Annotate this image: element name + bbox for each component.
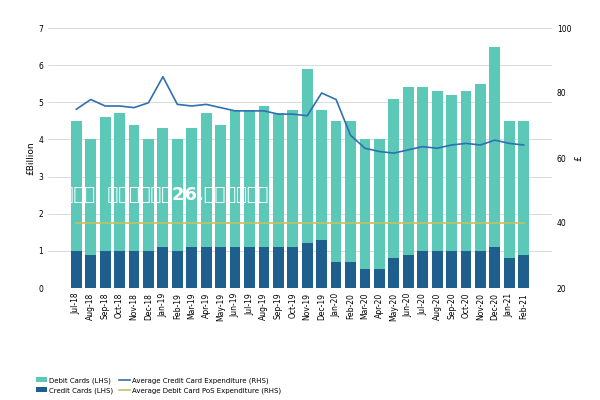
Bar bbox=[388, 258, 399, 288]
Bar bbox=[359, 140, 370, 270]
Bar bbox=[475, 84, 486, 251]
Bar bbox=[157, 128, 169, 247]
Bar bbox=[403, 254, 413, 288]
Bar bbox=[331, 121, 341, 262]
Bar bbox=[518, 121, 529, 254]
Bar bbox=[388, 98, 399, 258]
Bar bbox=[431, 91, 443, 251]
Bar bbox=[244, 247, 255, 288]
Bar bbox=[345, 262, 356, 288]
Bar bbox=[114, 251, 125, 288]
Bar bbox=[230, 247, 241, 288]
Bar bbox=[461, 251, 472, 288]
Bar bbox=[359, 270, 370, 288]
Bar bbox=[316, 110, 327, 240]
Text: 杠杆嬉股如何理财  【申报案例】26.采矿申报实例: 杠杆嬉股如何理财 【申报案例】26.采矿申报实例 bbox=[9, 186, 268, 204]
Bar bbox=[71, 121, 82, 251]
Bar bbox=[490, 247, 500, 288]
Bar bbox=[345, 121, 356, 262]
Bar bbox=[374, 270, 385, 288]
Bar bbox=[201, 114, 212, 247]
Bar bbox=[128, 124, 139, 251]
Bar bbox=[417, 88, 428, 251]
Bar bbox=[475, 251, 486, 288]
Bar bbox=[143, 251, 154, 288]
Bar bbox=[504, 121, 515, 258]
Bar bbox=[287, 247, 298, 288]
Bar bbox=[273, 114, 284, 247]
Bar bbox=[518, 254, 529, 288]
Bar bbox=[446, 251, 457, 288]
Bar bbox=[490, 46, 500, 247]
Bar bbox=[273, 247, 284, 288]
Bar bbox=[157, 247, 169, 288]
Bar bbox=[504, 258, 515, 288]
Bar bbox=[417, 251, 428, 288]
Bar bbox=[259, 106, 269, 247]
Bar bbox=[331, 262, 341, 288]
Bar bbox=[316, 240, 327, 288]
Bar bbox=[172, 140, 183, 251]
Bar bbox=[71, 251, 82, 288]
Bar bbox=[302, 69, 313, 244]
Legend: Debit Cards (LHS), Credit Cards (LHS), Average Credit Card Expenditure (RHS), Av: Debit Cards (LHS), Credit Cards (LHS), A… bbox=[34, 374, 284, 396]
Bar bbox=[85, 140, 96, 254]
Bar bbox=[143, 140, 154, 251]
Bar bbox=[287, 110, 298, 247]
Bar bbox=[403, 88, 413, 254]
Bar bbox=[374, 140, 385, 270]
Y-axis label: £: £ bbox=[574, 155, 583, 161]
Bar bbox=[187, 128, 197, 247]
Bar bbox=[172, 251, 183, 288]
Bar bbox=[100, 251, 110, 288]
Bar bbox=[201, 247, 212, 288]
Bar bbox=[187, 247, 197, 288]
Bar bbox=[461, 91, 472, 251]
Bar bbox=[128, 251, 139, 288]
Bar bbox=[230, 110, 241, 247]
Bar bbox=[244, 110, 255, 247]
Bar bbox=[259, 247, 269, 288]
Bar bbox=[431, 251, 443, 288]
Bar bbox=[302, 244, 313, 288]
Bar bbox=[446, 95, 457, 251]
Bar bbox=[85, 254, 96, 288]
Y-axis label: £Billion: £Billion bbox=[26, 141, 35, 175]
Bar bbox=[100, 117, 110, 251]
Bar bbox=[114, 114, 125, 251]
Bar bbox=[215, 247, 226, 288]
Bar bbox=[215, 124, 226, 247]
